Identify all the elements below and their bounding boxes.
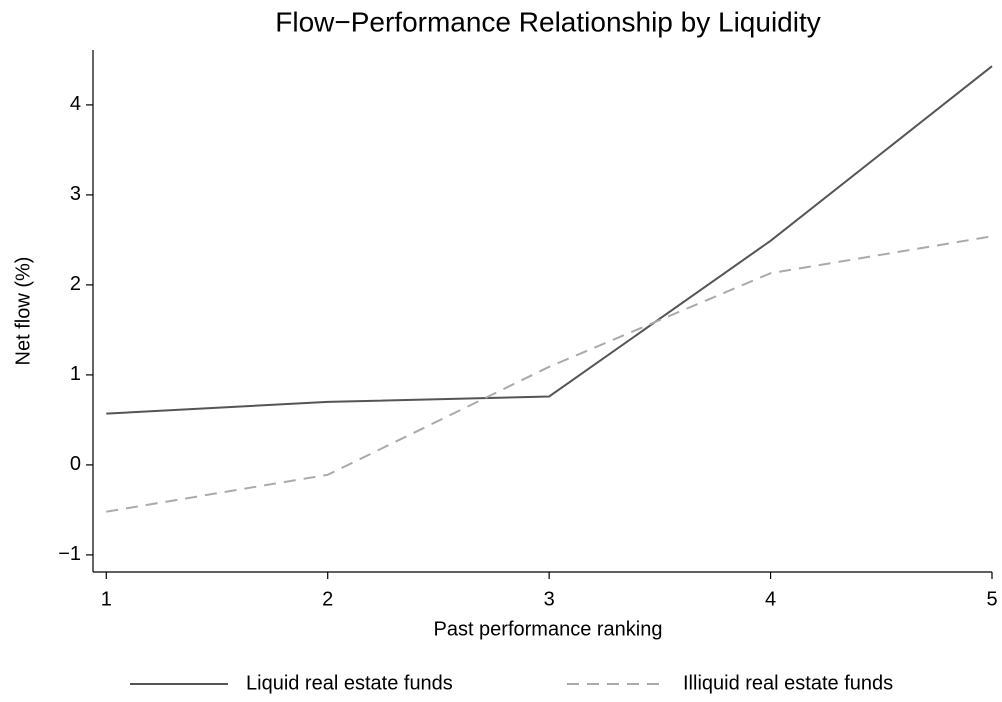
y-tick-label: 1 — [70, 363, 81, 385]
y-tick-label: 3 — [70, 183, 81, 205]
x-tick-label: 1 — [101, 588, 112, 610]
legend-label: Liquid real estate funds — [246, 672, 453, 694]
x-tick-label: 3 — [544, 588, 555, 610]
series-line — [106, 65, 993, 415]
y-tick-label: −1 — [58, 543, 81, 565]
y-tick-label: 0 — [70, 453, 81, 475]
x-tick-label: 2 — [322, 588, 333, 610]
y-axis-label: Net flow (%) — [12, 257, 34, 366]
series-line — [106, 235, 993, 513]
y-tick-label: 4 — [70, 93, 81, 115]
x-tick-label: 5 — [986, 588, 997, 610]
legend-label: Illiquid real estate funds — [683, 672, 893, 694]
chart-title: Flow−Performance Relationship by Liquidi… — [275, 6, 821, 37]
x-axis-label: Past performance ranking — [433, 618, 662, 640]
x-tick-label: 4 — [765, 588, 776, 610]
y-tick-label: 2 — [70, 273, 81, 295]
